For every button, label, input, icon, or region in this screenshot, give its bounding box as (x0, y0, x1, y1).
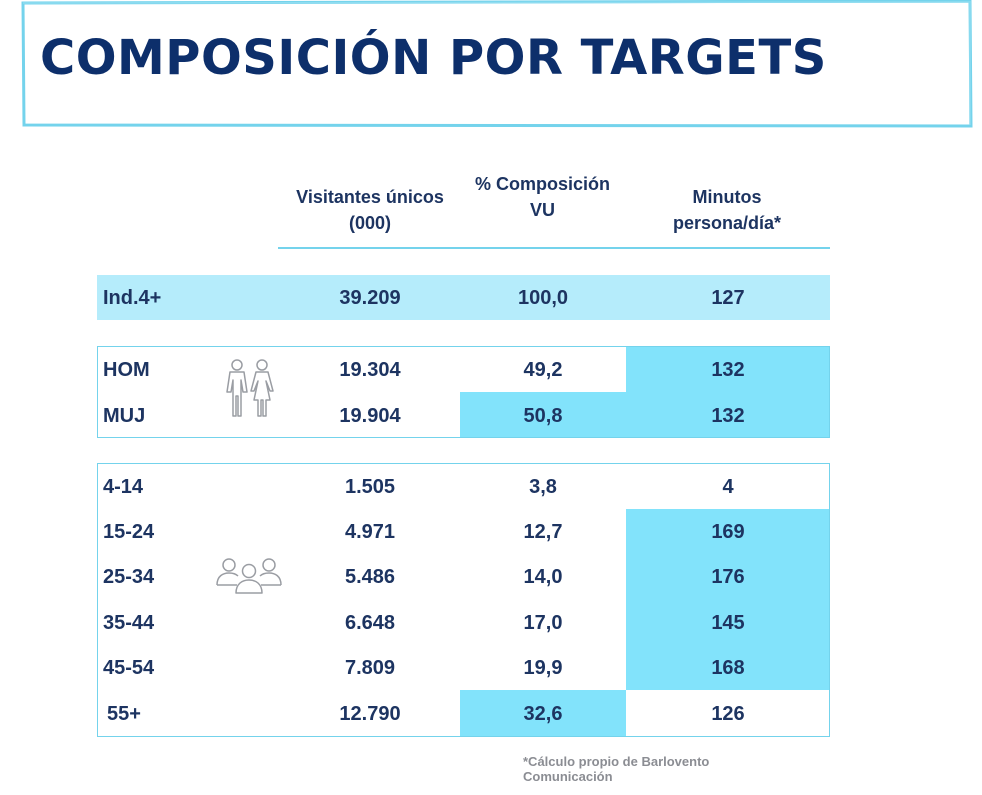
row-vu: 1.505 (344, 476, 396, 498)
row-label: MUJ (103, 405, 146, 427)
row-label: 35-44 (103, 612, 155, 634)
row-label: 45-54 (103, 657, 155, 679)
row-vu: 19.304 (339, 359, 401, 381)
header-composicion: % Composición VU (474, 174, 610, 220)
row-vu: 6.648 (344, 612, 396, 634)
row-comp: 17,0 (523, 612, 563, 634)
row-label: 55+ (107, 703, 141, 725)
row-comp: 14,0 (523, 566, 563, 588)
row-min: 4 (722, 476, 734, 498)
page-title: COMPOSICIÓN POR TARGETS (40, 30, 827, 86)
total-comp: 100,0 (517, 287, 569, 309)
row-label: HOM (103, 359, 150, 381)
title-frame (21, 0, 973, 128)
header-visitantes: Visitantes únicos (000) (296, 187, 444, 233)
row-min: 168 (711, 657, 745, 679)
row-min: 126 (711, 703, 745, 725)
highlight-cell (626, 509, 830, 690)
age-group-box (97, 463, 830, 737)
man-woman-icon (226, 359, 274, 417)
total-label: Ind.4+ (103, 287, 162, 309)
row-comp: 3,8 (529, 476, 557, 498)
row-comp: 12,7 (523, 521, 563, 543)
row-min: 169 (711, 521, 745, 543)
row-min: 132 (711, 359, 745, 381)
highlight-cell (460, 392, 830, 437)
gender-group-box (97, 346, 830, 438)
row-vu: 19.904 (339, 405, 401, 427)
header-underline (278, 247, 830, 249)
highlight-cell (626, 346, 830, 392)
total-vu: 39.209 (339, 287, 401, 309)
row-comp: 49,2 (523, 359, 563, 381)
footnote: *Cálculo propio de Barlovento Comunicaci… (523, 754, 710, 784)
row-min: 132 (711, 405, 745, 427)
total-min: 127 (711, 287, 745, 309)
row-comp: 19,9 (523, 657, 563, 679)
row-comp: 50,8 (523, 405, 563, 427)
row-label: 4-14 (103, 476, 144, 498)
row-label: 15-24 (103, 521, 155, 543)
row-vu: 12.790 (339, 703, 401, 725)
row-min: 176 (711, 566, 745, 588)
row-vu: 7.809 (344, 657, 396, 679)
row-min: 145 (711, 612, 745, 634)
row-label: 25-34 (103, 566, 155, 588)
total-row-band (97, 275, 830, 320)
row-comp: 32,6 (523, 703, 563, 725)
group-people-icon (216, 558, 282, 594)
header-minutos: Minutos persona/día* (672, 187, 782, 233)
highlight-cell (460, 690, 626, 736)
row-vu: 5.486 (344, 566, 396, 588)
row-vu: 4.971 (344, 521, 396, 543)
